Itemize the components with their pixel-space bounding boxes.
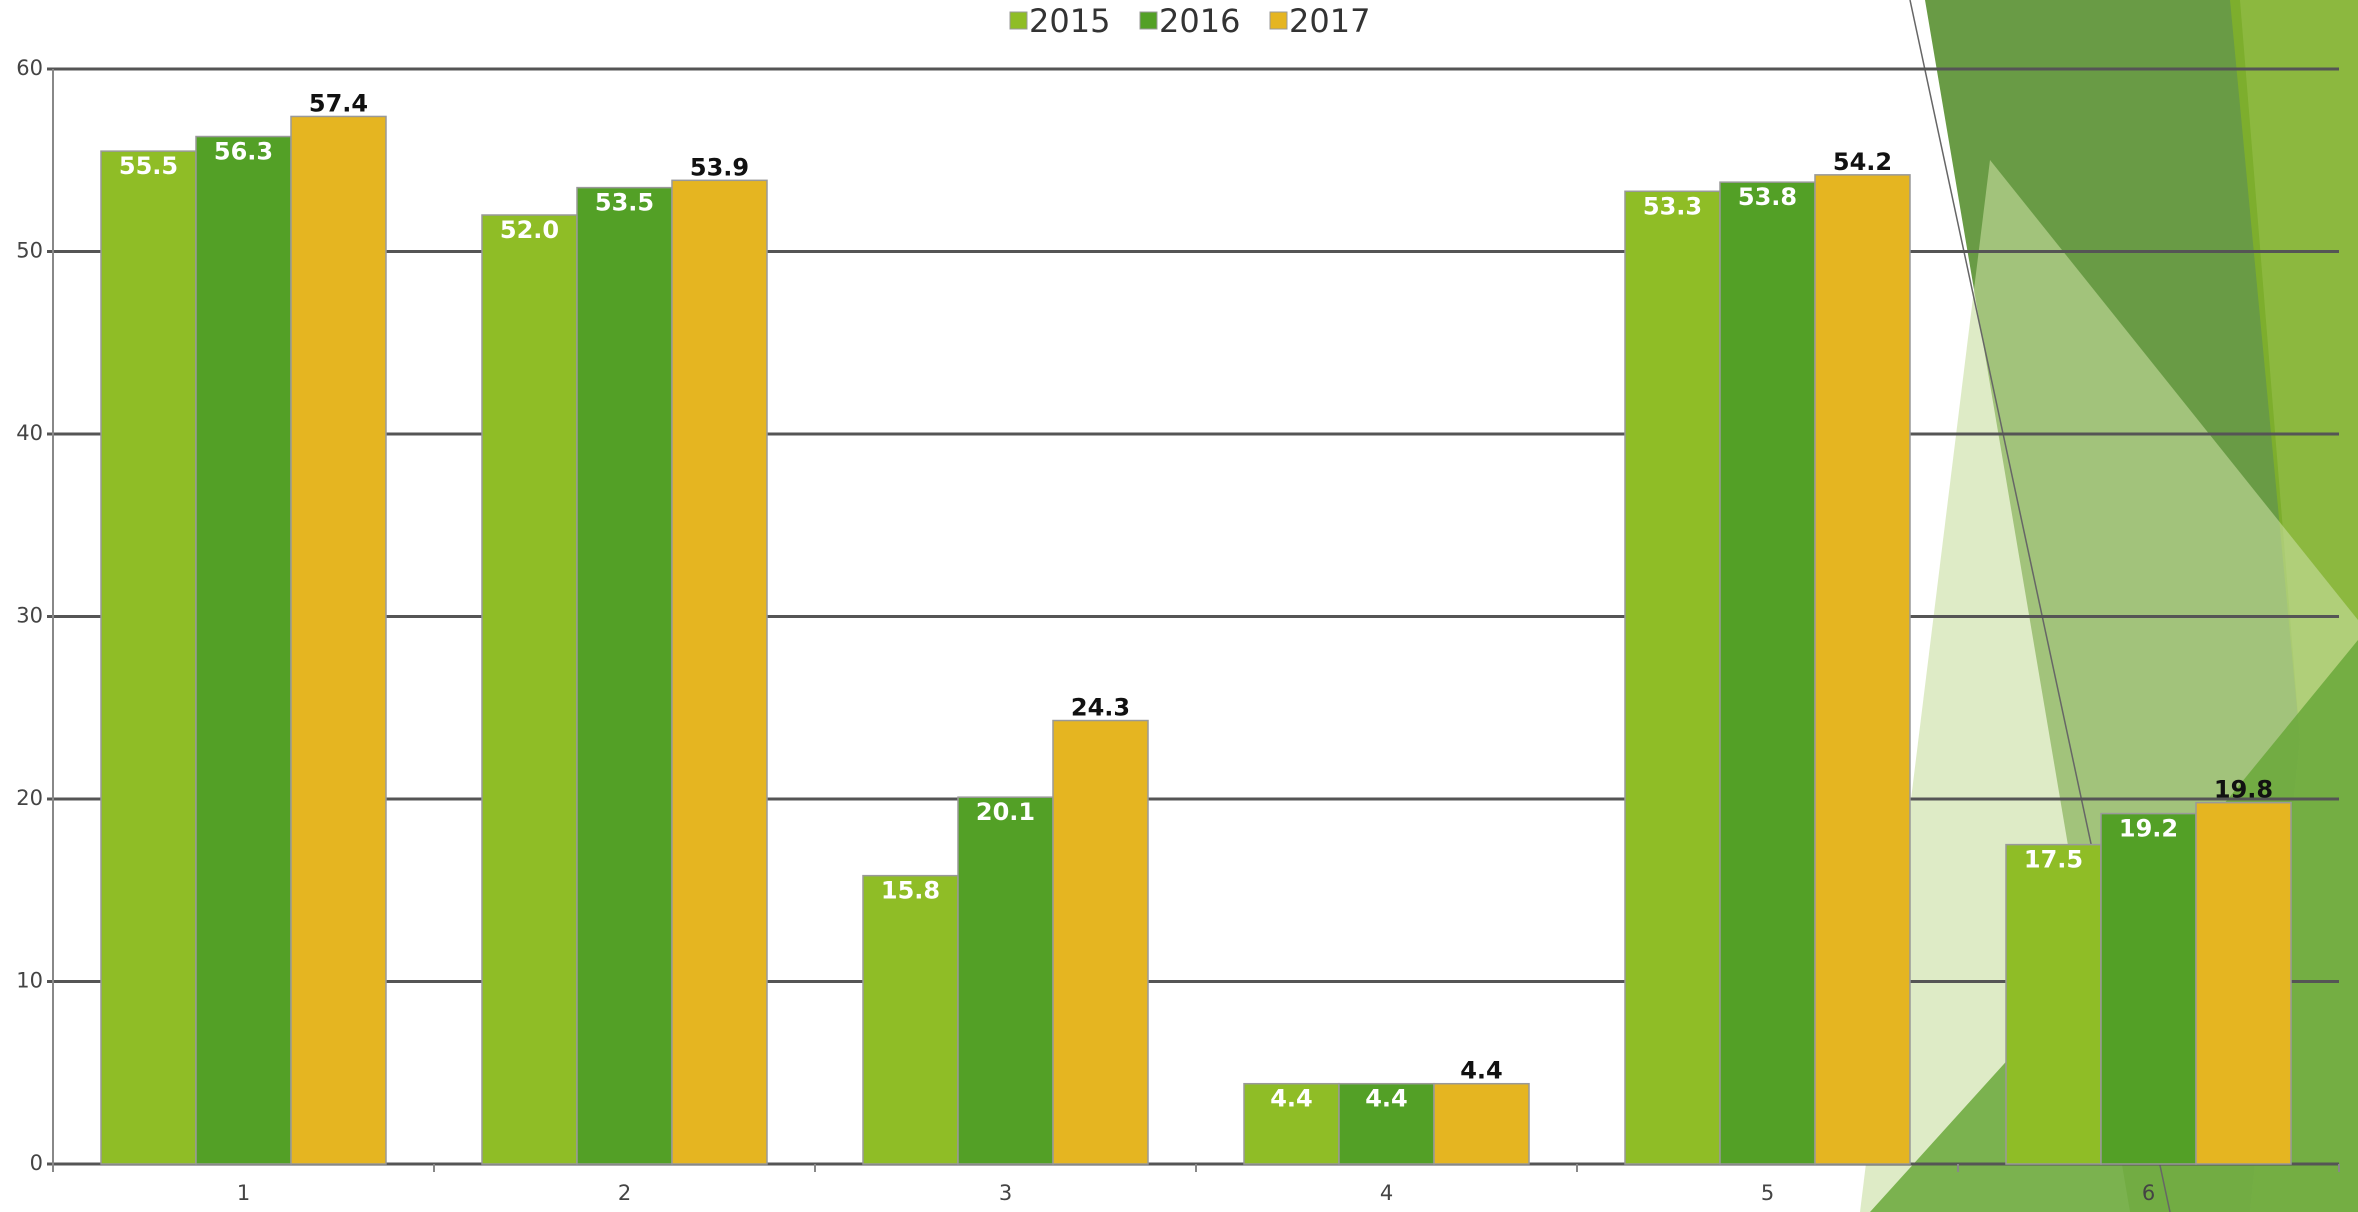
bar [1243,1082,1340,1165]
y-tick-label: 50 [16,239,43,263]
bar [2195,801,2292,1165]
x-tick-label: 4 [1380,1181,1393,1205]
legend-swatch [1269,11,1288,30]
legend-swatch [1009,11,1028,30]
y-tick-label: 40 [16,421,43,445]
value-label: 15.8 [881,877,940,905]
value-label: 53.5 [595,189,654,217]
legend-label: 2017 [1289,2,1370,40]
x-tick-label: 5 [1761,1181,1774,1205]
value-label: 54.2 [1833,148,1892,176]
x-tick-label: 2 [618,1181,631,1205]
x-tick-label: 3 [999,1181,1012,1205]
legend-label: 2016 [1159,2,1240,40]
legend-swatch [1139,11,1158,30]
bar [1719,181,1816,1165]
y-tick-label: 0 [30,1151,43,1175]
legend-label: 2015 [1029,2,1110,40]
value-label: 4.4 [1270,1085,1313,1113]
y-tick-label: 10 [16,969,43,993]
bar [195,135,292,1165]
y-tick-label: 20 [16,786,43,810]
bar [1814,174,1911,1165]
bar [1624,190,1721,1165]
value-label: 4.4 [1460,1057,1503,1085]
value-label: 53.9 [690,153,749,181]
x-tick-label: 6 [2142,1181,2155,1205]
value-label: 55.5 [119,152,178,180]
bar [1338,1082,1435,1165]
x-tick-label: 1 [237,1181,250,1205]
value-label: 20.1 [976,798,1035,826]
value-label: 53.8 [1738,183,1797,211]
y-tick-label: 30 [16,604,43,628]
value-label: 19.8 [2214,776,2273,804]
legend: 2015 2016 2017 [1009,2,1370,40]
bar [1052,719,1149,1165]
bar [957,796,1054,1165]
bar [481,214,578,1165]
bar [671,179,768,1165]
value-label: 4.4 [1365,1085,1408,1113]
bar [862,874,959,1165]
value-label: 53.3 [1643,192,1702,220]
bar [100,150,197,1165]
bar [2005,843,2102,1165]
bar [290,115,387,1165]
value-label: 24.3 [1071,694,1130,722]
value-label: 52.0 [500,216,559,244]
bar [1433,1082,1530,1165]
bar [576,186,673,1165]
value-label: 19.2 [2119,815,2178,843]
bar [2100,812,2197,1165]
value-label: 56.3 [214,138,273,166]
y-tick-label: 60 [16,56,43,80]
value-label: 17.5 [2024,846,2083,874]
value-label: 57.4 [309,89,368,117]
